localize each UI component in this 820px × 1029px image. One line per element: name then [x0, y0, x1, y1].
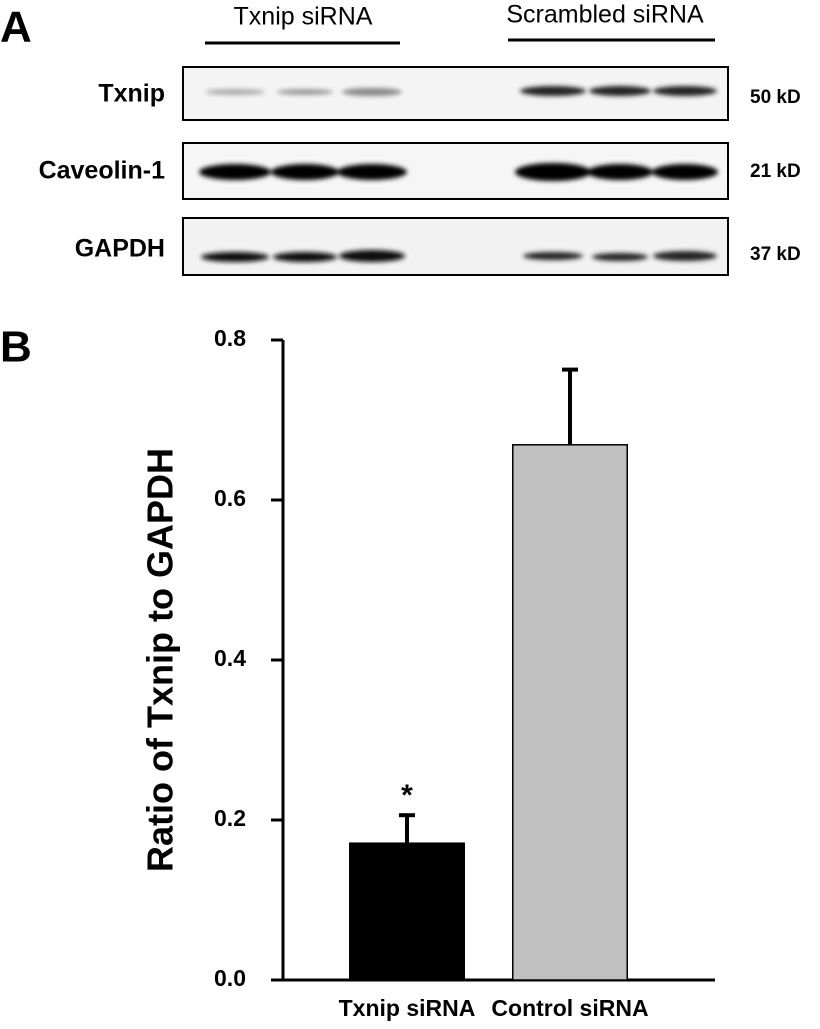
- blot: [182, 217, 729, 276]
- bar: [349, 842, 465, 981]
- y-axis-title: Ratio of Txnip to GAPDH: [140, 448, 181, 872]
- protein-label: Txnip: [98, 80, 165, 108]
- group-label: Txnip siRNA: [234, 3, 373, 31]
- panel-label: A: [0, 3, 32, 52]
- bands: [199, 163, 718, 181]
- panel-label: B: [0, 323, 32, 372]
- x-tick-label: Txnip siRNA: [339, 995, 476, 1021]
- y-tick-label: 0.4: [214, 645, 246, 671]
- blot: [182, 66, 729, 121]
- blot-frame: [182, 217, 729, 276]
- blot: [182, 142, 729, 200]
- bands: [201, 250, 717, 262]
- group-label: Scrambled siRNA: [506, 1, 704, 29]
- protein-label: GAPDH: [75, 235, 165, 263]
- bar: [512, 444, 628, 981]
- bands: [205, 86, 717, 96]
- size-label: 21 kD: [750, 161, 801, 182]
- x-tick-label: Control siRNA: [491, 995, 648, 1021]
- size-label: 50 kD: [750, 87, 801, 108]
- protein-label: Caveolin-1: [39, 157, 166, 185]
- y-tick-label: 0.6: [214, 485, 246, 511]
- y-tick-label: 0.0: [214, 965, 246, 991]
- y-tick-label: 0.2: [214, 805, 246, 831]
- significance-mark: *: [401, 779, 413, 812]
- size-label: 37 kD: [750, 244, 801, 265]
- y-tick-label: 0.8: [214, 325, 246, 351]
- plot: 0.0 0.2 0.4 0.6 0.8 Txnip siRNA * Control siRNA: [214, 325, 715, 1021]
